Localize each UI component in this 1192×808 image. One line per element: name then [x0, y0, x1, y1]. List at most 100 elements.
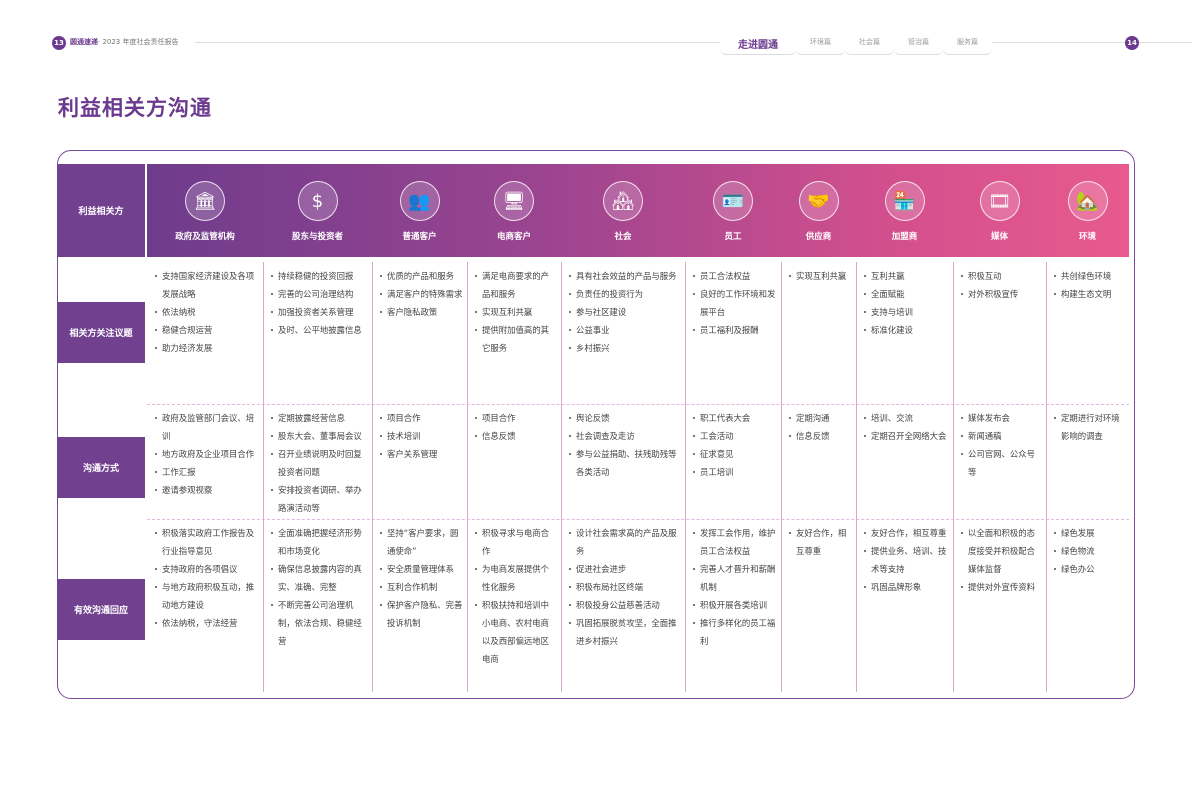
bullet-item: 标准化建设: [864, 321, 949, 339]
bullet-item: 技术培训: [380, 427, 463, 445]
bullet-item: 依法纳税，守法经营: [155, 614, 259, 632]
bullet-item: 工会活动: [693, 427, 777, 445]
bullet-item: 发挥工会作用，维护员工合法权益: [693, 524, 777, 560]
column-divider: [685, 262, 686, 692]
bullet-item: 确保信息披露内容的真实、准确、完整: [271, 560, 368, 596]
cell-methods: 项目合作 信息反馈: [467, 409, 561, 445]
stakeholder-header-band: 🏛 政府及监管机构 $ 股东与投资者 👥 普通客户 🖥 电商客户 🏘 社会 🪪 员工 🤝 供应商 🏪 加盟商 🎞…: [147, 164, 1129, 257]
cell-concerns: 互利共赢 全面赋能 支持与培训 标准化建设: [856, 267, 953, 339]
column-divider: [781, 262, 782, 692]
bullet-item: 乡村振兴: [569, 339, 681, 357]
bullet-item: 职工代表大会: [693, 409, 777, 427]
page-number-right: 14: [1125, 36, 1139, 50]
cell-responses: 以全面和积极的态度接受并积极配合媒体监督 提供对外宣传资料: [953, 524, 1046, 596]
eco-house-leaf-icon: 🏡: [1067, 181, 1108, 221]
bullet-item: 召开业绩说明及时回复投资者问题: [271, 445, 368, 481]
stakeholder-header: 🏡 环境: [1046, 164, 1129, 257]
bullet-item: 培训、交流: [864, 409, 949, 427]
bullet-item: 项目合作: [475, 409, 557, 427]
bullet-item: 具有社会效益的产品与服务: [569, 267, 681, 285]
bullet-item: 公司官网、公众号等: [961, 445, 1042, 481]
bullet-item: 安排投资者调研、举办路演活动等: [271, 481, 368, 517]
row-label-methods: 沟通方式: [57, 437, 145, 498]
stakeholder-name: 供应商: [805, 232, 832, 242]
bullet-item: 对外积极宣传: [961, 285, 1042, 303]
cell-concerns: 共创绿色环境 构建生态文明: [1046, 267, 1129, 303]
bullet-item: 巩固品牌形象: [864, 578, 949, 596]
row-label-responses: 有效沟通回应: [57, 579, 145, 640]
bullet-item: 为电商发展提供个性化服务: [475, 560, 557, 596]
nav-tab-1[interactable]: 环境篇: [796, 33, 845, 55]
bullet-item: 积极落实政府工作报告及行业指导意见: [155, 524, 259, 560]
bullet-item: 媒体发布会: [961, 409, 1042, 427]
page-title: 利益相关方沟通: [58, 96, 212, 120]
bullet-item: 股东大会、董事局会议: [271, 427, 368, 445]
bullet-item: 客户关系管理: [380, 445, 463, 463]
bullet-item: 定期召开全网络大会: [864, 427, 949, 445]
nav-tab-2[interactable]: 社会篇: [845, 33, 894, 55]
cell-methods: 定期披露经营信息 股东大会、董事局会议 召开业绩说明及时回复投资者问题 安排投资者调研…: [263, 409, 372, 517]
bullet-item: 舆论反馈: [569, 409, 681, 427]
bullet-item: 满足电商要求的产品和服务: [475, 267, 557, 303]
bullet-item: 支持与培训: [864, 303, 949, 321]
bullet-item: 员工培训: [693, 463, 777, 481]
bullet-item: 定期披露经营信息: [271, 409, 368, 427]
report-brand: 圆通速递· 2023 年度社会责任报告: [70, 37, 179, 47]
bullet-item: 以全面和积极的态度接受并积极配合媒体监督: [961, 524, 1042, 578]
bullet-item: 绿色物流: [1054, 542, 1125, 560]
bullet-item: 邀请参观视察: [155, 481, 259, 499]
bullet-item: 与地方政府积极互动，推动地方建设: [155, 578, 259, 614]
bullet-item: 完善的公司治理结构: [271, 285, 368, 303]
bullet-item: 构建生态文明: [1054, 285, 1125, 303]
film-reel-icon: 🎞: [979, 181, 1020, 221]
cell-concerns: 员工合法权益 良好的工作环境和发展平台 员工福利及报酬: [685, 267, 781, 339]
nav-tab-0[interactable]: 走进圆通: [720, 33, 796, 55]
page-number-left: 13: [52, 36, 66, 50]
bullet-item: 工作汇报: [155, 463, 259, 481]
bullet-item: 积极扶持和培训中小电商、农村电商以及西部偏远地区电商: [475, 596, 557, 668]
bullet-item: 稳健合规运营: [155, 321, 259, 339]
bullet-item: 共创绿色环境: [1054, 267, 1125, 285]
bullet-item: 绿色发展: [1054, 524, 1125, 542]
stakeholder-header: 🪪 员工: [685, 164, 781, 257]
bullet-item: 互利合作机制: [380, 578, 463, 596]
column-divider: [263, 262, 264, 692]
bullet-item: 提供附加值高的其它服务: [475, 321, 557, 357]
bullet-item: 友好合作，相互尊重: [864, 524, 949, 542]
cell-responses: 友好合作，相互尊重: [781, 524, 856, 560]
stakeholder-header: 🏛 政府及监管机构: [147, 164, 263, 257]
stakeholder-name: 股东与投资者: [291, 232, 343, 242]
nav-tab-4[interactable]: 服务篇: [943, 33, 992, 55]
cell-concerns: 持续稳健的投资回报 完善的公司治理结构 加强投资者关系管理 及时、公平地披露信息: [263, 267, 372, 339]
bullet-item: 提供对外宣传资料: [961, 578, 1042, 596]
stakeholder-name: 普通客户: [402, 232, 437, 242]
column-divider: [953, 262, 954, 692]
stakeholder-header: $ 股东与投资者: [263, 164, 372, 257]
bullet-item: 信息反馈: [475, 427, 557, 445]
bullet-item: 保护客户隐私、完善投诉机制: [380, 596, 463, 632]
id-card-icon: 🪪: [713, 181, 753, 221]
bullet-item: 全面准确把握经济形势和市场变化: [271, 524, 368, 560]
community-houses-icon: 🏘: [603, 181, 643, 221]
column-divider: [561, 262, 562, 692]
row-divider: [147, 404, 1129, 405]
bullet-item: 巩固拓展脱贫攻坚，全面推进乡村振兴: [569, 614, 681, 650]
bullet-item: 定期进行对环境影响的调查: [1054, 409, 1125, 445]
bullet-item: 负责任的投资行为: [569, 285, 681, 303]
money-bag-hand-icon: $: [297, 181, 338, 221]
bullet-item: 项目合作: [380, 409, 463, 427]
bullet-item: 助力经济发展: [155, 339, 259, 357]
row-divider: [147, 519, 1129, 520]
cell-methods: 媒体发布会 新闻通稿 公司官网、公众号等: [953, 409, 1046, 481]
cell-methods: 政府及监管部门会议、培训 地方政府及企业项目合作 工作汇报 邀请参观视察: [147, 409, 263, 499]
bullet-item: 信息反馈: [789, 427, 852, 445]
government-building-icon: 🏛: [185, 181, 225, 221]
cell-methods: 定期进行对环境影响的调查: [1046, 409, 1129, 445]
bullet-item: 实现互利共赢: [789, 267, 852, 285]
bullet-item: 促进社会进步: [569, 560, 681, 578]
bullet-item: 积极布局社区终端: [569, 578, 681, 596]
bullet-item: 推行多样化的员工福利: [693, 614, 777, 650]
stakeholder-header: 🏪 加盟商: [856, 164, 953, 257]
nav-tab-3[interactable]: 管治篇: [894, 33, 943, 55]
bullet-item: 定期沟通: [789, 409, 852, 427]
